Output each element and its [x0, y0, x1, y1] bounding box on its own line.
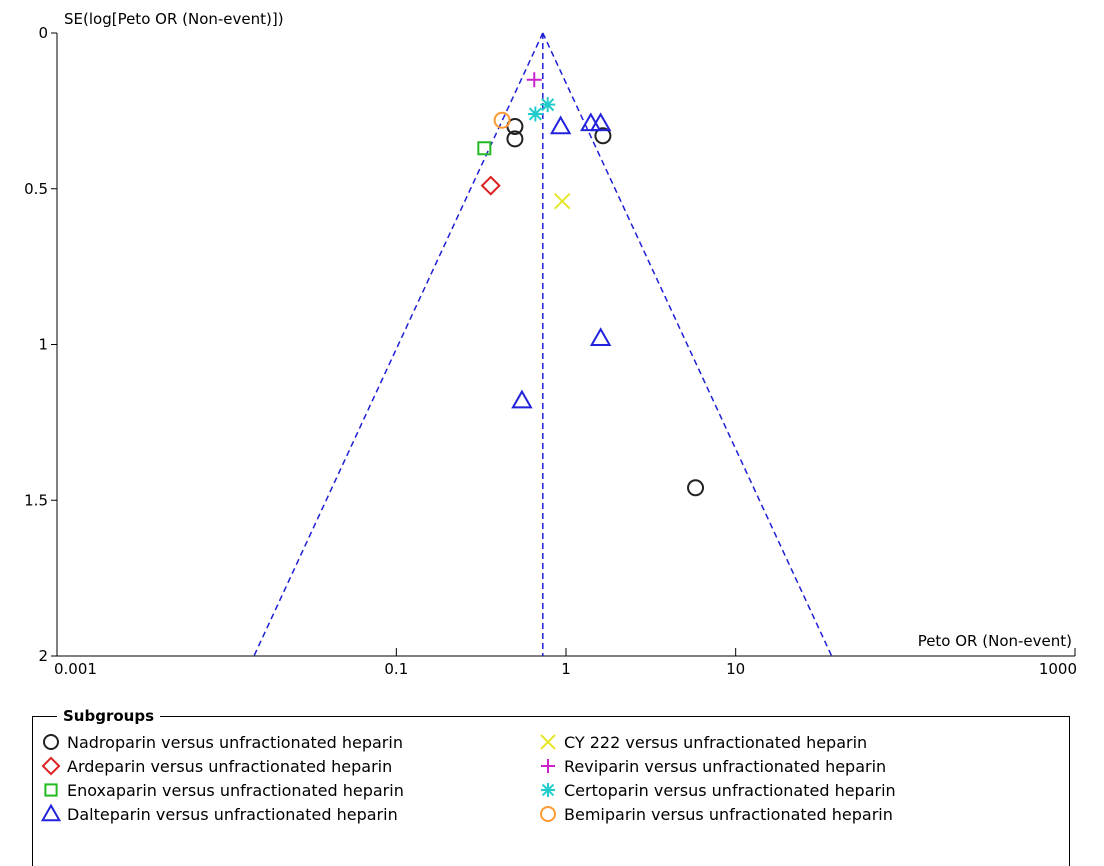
- legend-marker: [541, 783, 555, 797]
- x-tick-label: 10: [726, 660, 745, 678]
- x-tick-label: 0.1: [384, 660, 408, 678]
- legend-marker-shape: [541, 783, 555, 797]
- legend-marker-shape: [541, 759, 555, 773]
- funnel-lines: [253, 32, 833, 657]
- x-tick-label: 1000: [1039, 660, 1077, 678]
- legend-marker: [541, 759, 555, 773]
- funnel-left-line: [253, 32, 544, 657]
- y-tick-label: 1: [38, 336, 48, 354]
- y-tick-label: 0.5: [24, 180, 48, 198]
- data-point: [511, 389, 533, 409]
- data-point: [594, 127, 612, 145]
- data-point: [554, 193, 571, 210]
- data-point: [506, 130, 524, 148]
- data-point: [477, 141, 492, 156]
- data-point: [589, 112, 612, 132]
- legend-marker-shape: [540, 734, 556, 750]
- y-axis-label: SE(log[Peto OR (Non-event)]): [64, 10, 284, 28]
- legend-entry: Nadroparin versus unfractionated heparin: [41, 730, 403, 754]
- legend-marker-shape: [41, 756, 61, 776]
- legend-label: CY 222 versus unfractionated heparin: [564, 732, 868, 752]
- legend-entry: Ardeparin versus unfractionated heparin: [41, 754, 392, 778]
- legend-label: Nadroparin versus unfractionated heparin: [67, 732, 403, 752]
- data-point: [526, 72, 542, 88]
- y-tick-label: 1.5: [24, 491, 48, 509]
- y-tick-label: 2: [38, 647, 48, 665]
- legend-marker: [41, 804, 61, 822]
- data-point: [493, 111, 511, 129]
- legend-marker-shape: [43, 734, 59, 750]
- legend-label: Reviparin versus unfractionated heparin: [564, 756, 887, 776]
- data-point: [589, 327, 612, 347]
- legend-label: Ardeparin versus unfractionated heparin: [67, 756, 393, 776]
- data-points: [477, 72, 705, 497]
- legend-entry: CY 222 versus unfractionated heparin: [538, 730, 867, 754]
- axes: 0 0.5 1 1.5 2 0.001 0.1 1 10 1000: [24, 24, 1077, 678]
- legend-marker: [43, 734, 59, 750]
- data-point: [540, 97, 556, 113]
- legend-marker: [540, 734, 556, 750]
- legend-title: Subgroups: [57, 706, 161, 726]
- legend-label: Enoxaparin versus unfractionated heparin: [67, 780, 404, 800]
- x-axis-label: Peto OR (Non-event): [918, 632, 1072, 650]
- legend-marker-shape: [540, 806, 556, 822]
- legend-marker-shape: [41, 804, 61, 822]
- legend-entry: Bemiparin versus unfractionated heparin: [538, 802, 893, 826]
- legend-label: Certoparin versus unfractionated heparin: [564, 780, 896, 800]
- legend-entry: Certoparin versus unfractionated heparin: [538, 778, 896, 802]
- legend-entry: Enoxaparin versus unfractionated heparin: [41, 778, 404, 802]
- data-point: [549, 115, 572, 135]
- legend-label: Dalteparin versus unfractionated heparin: [67, 804, 398, 824]
- legend-marker: [41, 756, 61, 776]
- legend-marker: [44, 783, 58, 797]
- data-point: [527, 106, 543, 122]
- legend-marker: [540, 806, 556, 822]
- data-point: [687, 479, 705, 497]
- legend-entry: Dalteparin versus unfractionated heparin: [41, 802, 398, 826]
- data-point: [480, 175, 501, 196]
- legend-label: Bemiparin versus unfractionated heparin: [564, 804, 893, 824]
- x-tick-label: 1: [561, 660, 571, 678]
- x-tick-label: 0.001: [54, 660, 97, 678]
- funnel-right-line: [542, 32, 833, 657]
- y-tick-label: 0: [38, 24, 48, 42]
- legend: Subgroups Nadroparin versus unfractionat…: [32, 706, 1070, 866]
- legend-entry: Reviparin versus unfractionated heparin: [538, 754, 886, 778]
- legend-marker-shape: [44, 783, 58, 797]
- funnel-plot: 0 0.5 1 1.5 2 0.001 0.1 1 10 1000 SE(log[Peto OR …: [24, 10, 1077, 678]
